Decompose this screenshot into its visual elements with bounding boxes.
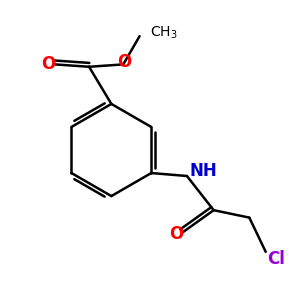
Text: Cl: Cl xyxy=(267,250,285,268)
Text: O: O xyxy=(169,225,183,243)
Text: O: O xyxy=(41,56,56,74)
Text: O: O xyxy=(118,53,132,71)
Text: NH: NH xyxy=(189,162,217,180)
Text: CH$_3$: CH$_3$ xyxy=(150,24,178,41)
